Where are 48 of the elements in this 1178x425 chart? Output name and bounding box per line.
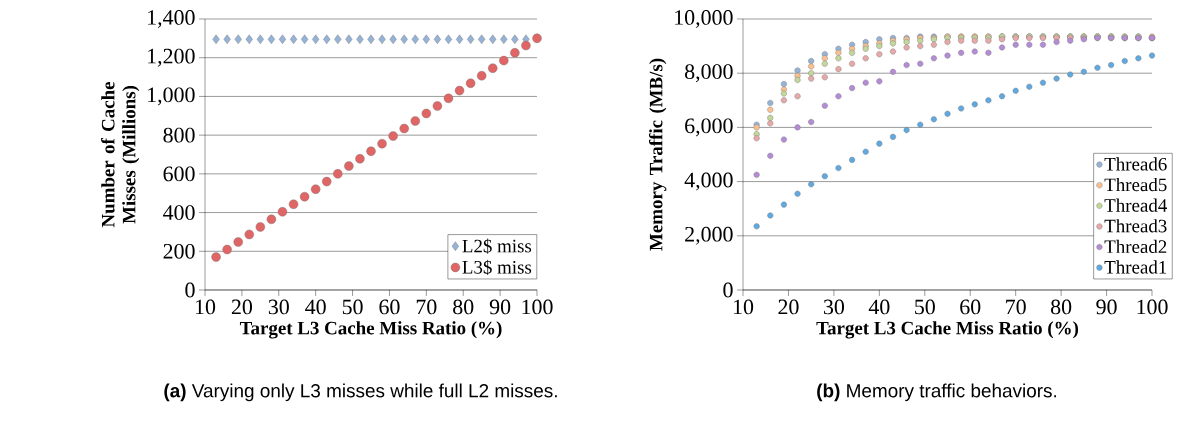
y-axis-title: Number of Cache Misses (Millions) bbox=[101, 81, 140, 228]
y-tick-label: 1,200 bbox=[148, 48, 195, 67]
y-tick-label: 4,000 bbox=[684, 172, 733, 191]
y-tick-label: 800 bbox=[163, 127, 195, 143]
y-tick-label: 1,000 bbox=[148, 87, 195, 106]
y-tick-label: 10,000 bbox=[675, 10, 733, 28]
legend-label: Thread1 bbox=[1104, 260, 1167, 274]
legend-label: L2$ miss bbox=[462, 238, 532, 254]
x-axis-title: Target L3 Cache Miss Ratio (%) bbox=[816, 321, 1079, 339]
legend-label: Thread5 bbox=[1104, 177, 1167, 192]
x-tick-label: 10 bbox=[733, 299, 754, 315]
legend-label: Thread4 bbox=[1104, 198, 1167, 212]
x-tick-label: 40 bbox=[305, 299, 326, 315]
x-tick-label: 80 bbox=[453, 299, 474, 315]
y-tick-label: 8,000 bbox=[685, 64, 733, 83]
legend-label: L3$ miss bbox=[462, 259, 532, 275]
y-tick-label: 600 bbox=[163, 166, 195, 182]
x-tick-label: 20 bbox=[231, 299, 253, 315]
y-tick-label: 0 bbox=[185, 282, 195, 298]
y-tick-label: 0 bbox=[723, 282, 733, 298]
x-axis-title: Target L3 Cache Miss Ratio (%) bbox=[239, 321, 502, 339]
y-tick-label: 400 bbox=[163, 205, 195, 220]
x-tick-label: 60 bbox=[960, 299, 981, 315]
x-tick-label: 90 bbox=[1096, 299, 1117, 315]
x-tick-label: 70 bbox=[416, 299, 437, 315]
y-axis-title: Memory Traffic (MB/s) bbox=[648, 58, 667, 251]
x-tick-label: 60 bbox=[379, 299, 400, 315]
legend-label: Thread6 bbox=[1104, 157, 1167, 171]
x-tick-label: 100 bbox=[1137, 299, 1168, 315]
y-tick-label: 1,400 bbox=[148, 10, 195, 28]
x-tick-label: 50 bbox=[342, 299, 363, 315]
x-tick-label: 50 bbox=[915, 299, 935, 315]
y-tick-label: 2,000 bbox=[685, 226, 733, 245]
x-tick-label: 30 bbox=[823, 299, 845, 315]
x-tick-label: 80 bbox=[1050, 299, 1072, 315]
legend-label: Thread3 bbox=[1104, 219, 1167, 233]
x-tick-label: 20 bbox=[778, 299, 799, 315]
x-tick-label: 30 bbox=[268, 299, 289, 315]
x-tick-label: 100 bbox=[522, 299, 553, 315]
x-tick-label: 90 bbox=[489, 299, 511, 315]
x-tick-label: 10 bbox=[195, 299, 216, 315]
text: (b) Memory traffic behaviors. bbox=[817, 383, 1057, 402]
x-tick-label: 70 bbox=[1006, 299, 1026, 315]
y-tick-label: 6,000 bbox=[685, 118, 733, 137]
text: (a) Varying only L3 misses while full L2 misses. bbox=[164, 383, 557, 402]
y-tick-label: 200 bbox=[163, 243, 195, 259]
x-tick-label: 40 bbox=[868, 299, 890, 315]
legend-label: Thread2 bbox=[1104, 239, 1167, 254]
